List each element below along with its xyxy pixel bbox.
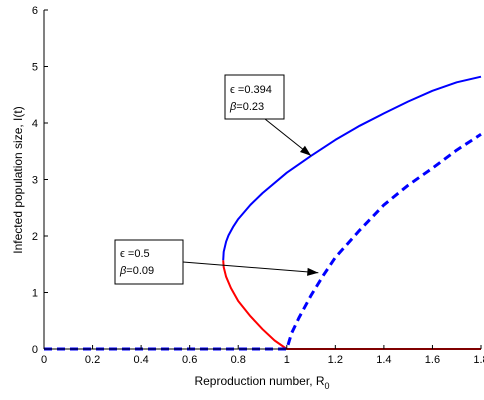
x-tick-label-8: 1.6: [425, 354, 440, 366]
y-tick-label-2: 2: [32, 231, 38, 243]
series-line-2: [222, 260, 481, 350]
y-tick-label-3: 3: [32, 175, 38, 187]
x-tick-label-7: 1.4: [376, 354, 391, 366]
annotation-2-line1: ϵ =0.5: [120, 248, 150, 260]
x-tick-label-2: 0.4: [133, 354, 148, 366]
annotation-2-line2: β=0.09: [119, 265, 154, 277]
y-tick-label-4: 4: [32, 118, 38, 130]
x-tick-label-5: 1: [284, 354, 290, 366]
annotation-1-line2: β=0.23: [229, 101, 264, 113]
x-tick-label-4: 0.8: [231, 354, 246, 366]
annotation-2: ϵ =0.5 β=0.09: [114, 239, 184, 285]
x-tick-label-1: 0.2: [85, 354, 100, 366]
x-tick-label-9: 1.8: [473, 354, 484, 366]
annotation-layer: ϵ =0.394 β=0.23 ϵ =0.5 β=0.09: [114, 74, 319, 285]
series-layer: [44, 75, 482, 351]
y-tick-label-1: 1: [32, 288, 38, 300]
annotation-box-2: [114, 239, 184, 285]
y-axis-label: Infected population size, I(t): [11, 106, 25, 253]
x-tick-label-3: 0.6: [182, 354, 197, 366]
y-tick-label-5: 5: [32, 62, 38, 74]
axes-layer: 0 0.2 0.4 0.6 0.8 1 1.2 1.4 1.6 1.8 0 1 2 3 4 5 6: [32, 5, 484, 366]
plot-area: [44, 10, 481, 349]
series-line-1: [222, 75, 482, 261]
y-tick-label-6: 6: [32, 5, 38, 17]
y-tick-label-0: 0: [32, 344, 38, 356]
annotation-arrow-line-2: [182, 261, 319, 274]
x-tick-label-0: 0: [41, 354, 47, 366]
annotation-1: ϵ =0.394 β=0.23: [224, 74, 285, 120]
x-axis-label: Reproduction number, R0: [194, 374, 329, 391]
annotation-1-line1: ϵ =0.394: [230, 84, 272, 96]
annotation-arrow-head-1: [299, 145, 312, 156]
annotation-arrow-head-2: [307, 267, 319, 276]
annotation-box-1: [224, 74, 285, 120]
x-tick-label-6: 1.2: [328, 354, 343, 366]
